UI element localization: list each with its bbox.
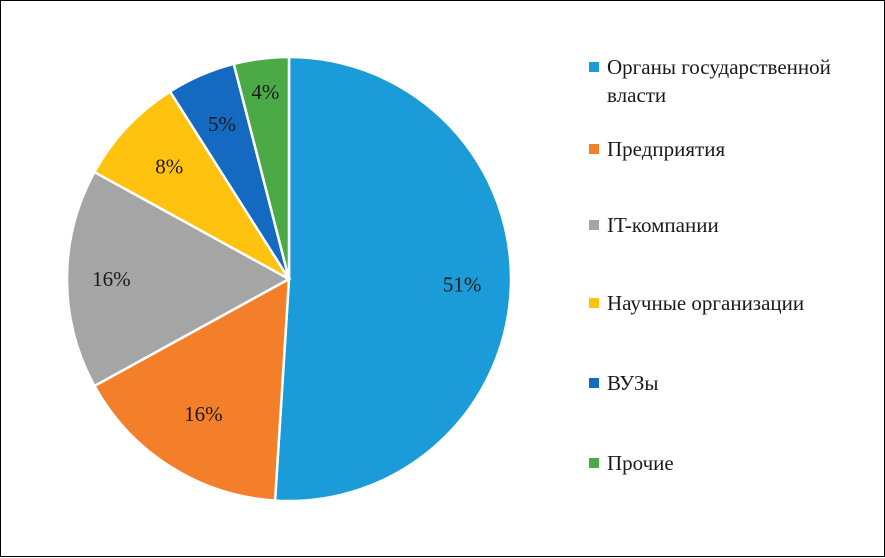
slice-value-label-3: 16% <box>92 267 131 291</box>
legend-swatch <box>589 298 599 308</box>
legend-label: Прочие <box>607 451 674 475</box>
legend-item-6: Прочие <box>589 449 877 477</box>
slice-value-label-2: 16% <box>184 402 223 426</box>
slice-value-label-6: 4% <box>251 80 279 104</box>
slice-value-label-1: 51% <box>443 272 482 296</box>
pie-slice-2 <box>92 276 291 502</box>
legend-item-2: Предприятия <box>589 135 877 163</box>
slice-value-label-5: 5% <box>208 112 236 136</box>
legend-swatch <box>589 458 599 468</box>
pie-slice-3 <box>65 170 292 388</box>
legend-item-3: IT-компании <box>589 211 877 239</box>
legend-label: Предприятия <box>607 137 726 161</box>
legend-label: ВУЗы <box>607 371 659 395</box>
legend-label: IT-компании <box>607 213 719 237</box>
pie-slice-4 <box>92 89 291 281</box>
legend-swatch <box>589 62 599 72</box>
pie-slice-1 <box>273 55 513 503</box>
legend-swatch <box>589 144 599 154</box>
legend-label: Научные организации <box>607 291 805 315</box>
pie-slice-6 <box>232 55 291 280</box>
legend-item-1: Органы государственной власти <box>589 53 877 109</box>
legend-item-5: ВУЗы <box>589 369 877 397</box>
legend-label: Органы государственной власти <box>607 55 831 107</box>
slice-value-label-4: 8% <box>155 155 183 179</box>
legend-swatch <box>589 378 599 388</box>
legend-swatch <box>589 220 599 230</box>
legend-item-4: Научные организации <box>589 289 877 317</box>
